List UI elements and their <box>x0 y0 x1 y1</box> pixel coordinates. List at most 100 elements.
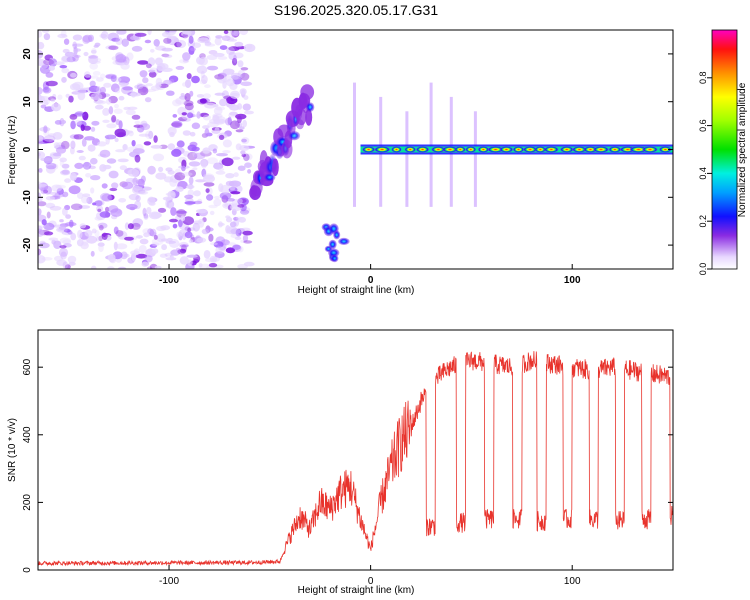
noise-blob <box>237 204 245 208</box>
noise-blob <box>108 45 119 51</box>
noise-blob <box>164 252 174 257</box>
noise-blob <box>184 194 194 199</box>
noise-blob <box>44 101 49 106</box>
noise-blob <box>144 39 152 44</box>
noise-blob <box>61 76 67 83</box>
noise-blob <box>161 47 173 52</box>
noise-blob <box>121 38 129 47</box>
noise-blob <box>38 208 42 216</box>
noise-blob <box>210 242 218 246</box>
noise-blob <box>57 33 68 39</box>
noise-blob <box>161 53 170 58</box>
noise-blob <box>243 261 255 267</box>
noise-blob <box>201 228 210 235</box>
noise-blob <box>217 56 228 60</box>
carrier-peak <box>416 146 429 153</box>
noise-blob <box>59 65 68 69</box>
noise-blob <box>243 153 250 162</box>
noise-blob <box>89 80 96 88</box>
noise-blob <box>43 59 54 66</box>
noise-blob <box>39 240 46 245</box>
noise-blob <box>74 54 81 58</box>
noise-blob <box>102 107 110 116</box>
y-tick-label: 10 <box>22 96 33 108</box>
noise-blob <box>204 43 216 47</box>
low-frequency-blob <box>328 239 337 250</box>
noise-blob <box>108 253 116 263</box>
noise-blob <box>150 145 163 149</box>
noise-blob <box>38 201 47 207</box>
noise-blob <box>70 72 77 78</box>
noise-blob <box>202 125 210 130</box>
snr-y-ticks: 0 200 400 600 <box>22 358 673 573</box>
noise-blob <box>144 97 152 103</box>
chart-title: S196.2025.320.05.17.G31 <box>274 2 438 18</box>
noise-blob <box>38 255 46 264</box>
noise-blob <box>167 35 177 40</box>
noise-blob <box>166 200 175 209</box>
noise-blob <box>201 168 207 178</box>
noise-blob <box>189 131 196 137</box>
noise-blob <box>138 133 151 137</box>
noise-blob <box>202 147 211 154</box>
carrier-peak <box>534 146 546 153</box>
noise-blob <box>90 126 96 132</box>
noise-blob <box>231 75 239 80</box>
noise-blob <box>148 71 157 78</box>
noise-blob <box>228 112 238 118</box>
noise-blob <box>184 79 192 88</box>
noise-blob <box>143 232 150 238</box>
x-tick-label: -100 <box>159 275 179 286</box>
noise-blob <box>219 45 228 50</box>
carrier-peak <box>608 146 621 153</box>
noise-blob <box>40 157 52 162</box>
noise-blob <box>245 153 253 161</box>
noise-blob <box>106 123 117 129</box>
noise-blob <box>156 233 166 243</box>
noise-blob <box>118 95 125 101</box>
noise-blob <box>244 110 254 115</box>
noise-blob <box>146 63 152 69</box>
noise-blob <box>64 264 71 269</box>
noise-blob <box>130 250 140 256</box>
noise-blob <box>223 95 233 100</box>
noise-blob <box>176 209 187 218</box>
noise-blob <box>38 225 43 232</box>
noise-blob <box>106 158 117 164</box>
noise-blob <box>111 115 117 123</box>
noise-blob <box>186 254 198 258</box>
noise-blob <box>147 196 156 205</box>
noise-blob <box>94 230 100 238</box>
noise-blob <box>62 191 69 198</box>
noise-blob <box>182 130 191 136</box>
noise-blob <box>233 172 239 178</box>
noise-blob <box>40 187 48 195</box>
noise-blob <box>97 242 105 247</box>
noise-blob <box>91 265 97 269</box>
noise-blob <box>203 250 211 259</box>
noise-blob <box>114 137 119 143</box>
noise-blob <box>230 72 243 80</box>
noise-blob <box>179 244 189 248</box>
noise-blob <box>115 149 126 153</box>
noise-blob <box>68 95 74 103</box>
snr-panel: -100 0 100 0 200 400 600 Height of straight l… <box>7 329 674 596</box>
noise-blob <box>198 56 208 66</box>
noise-blob <box>143 141 152 146</box>
carrier-peak <box>572 146 587 153</box>
noise-blob <box>129 92 142 97</box>
noise-blob <box>53 240 62 249</box>
noise-blob <box>148 130 154 139</box>
noise-blob <box>118 81 128 88</box>
y-tick-label: 200 <box>22 494 33 511</box>
noise-blob <box>70 172 77 181</box>
noise-blob <box>122 86 133 91</box>
noise-blob <box>57 94 63 100</box>
noise-blob <box>69 173 77 181</box>
noise-blob <box>161 67 173 73</box>
noise-blob <box>170 122 182 127</box>
noise-blob <box>45 196 56 201</box>
y-tick-label: 20 <box>22 48 33 60</box>
noise-blob <box>234 41 244 48</box>
carrier-peak <box>465 146 476 153</box>
